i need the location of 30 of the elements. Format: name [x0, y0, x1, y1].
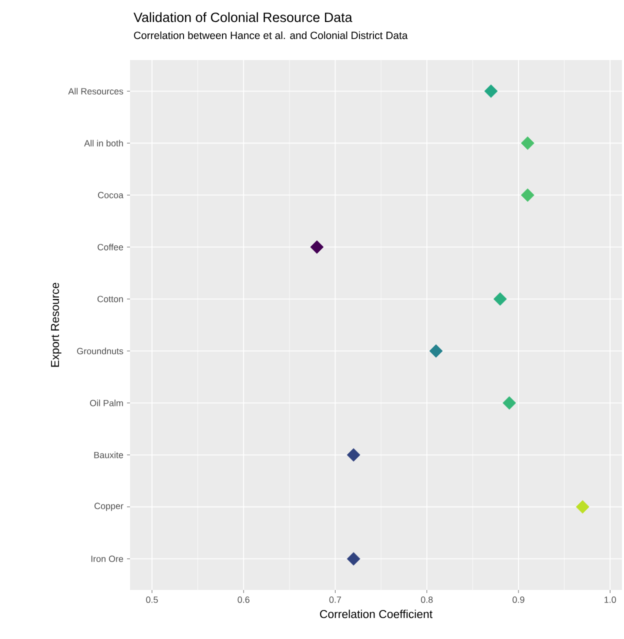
- y-tick-label: Groundnuts: [77, 348, 124, 354]
- point: [493, 292, 507, 306]
- point: [576, 500, 590, 514]
- y-axis-title: Export Resource: [51, 282, 62, 367]
- y-tick-label: Oil Palm: [90, 400, 123, 406]
- x-axis-title: Correlation Coefficient: [320, 610, 432, 618]
- chart-subtitle: Correlation between Hance et al. and Colonial District Data: [134, 31, 408, 40]
- point: [346, 552, 360, 566]
- point: [502, 396, 516, 410]
- x-tick-label: 1.0: [604, 596, 616, 603]
- point: [520, 136, 534, 150]
- x-tick-label: 0.7: [329, 596, 342, 603]
- point: [484, 84, 498, 98]
- y-tick-label: All in both: [84, 140, 123, 146]
- x-tick-label: 0.8: [420, 596, 433, 603]
- point: [346, 448, 360, 462]
- x-tick-label: 0.5: [146, 596, 158, 603]
- x-tick-label: 0.6: [238, 596, 250, 603]
- point: [429, 344, 443, 358]
- point: [310, 240, 324, 254]
- y-tick-label: Bauxite: [94, 452, 124, 458]
- y-tick-label: Copper: [94, 502, 124, 511]
- y-tick-label: Iron Ore: [91, 556, 124, 562]
- x-tick-label: 0.9: [512, 596, 524, 603]
- point: [520, 188, 534, 202]
- y-tick-label: Coffee: [98, 244, 124, 250]
- y-tick-label: Cocoa: [98, 192, 124, 198]
- chart-title: Validation of Colonial Resource Data: [134, 12, 352, 22]
- y-tick-label: Cotton: [98, 296, 123, 302]
- y-tick-label: All Resources: [68, 88, 124, 94]
